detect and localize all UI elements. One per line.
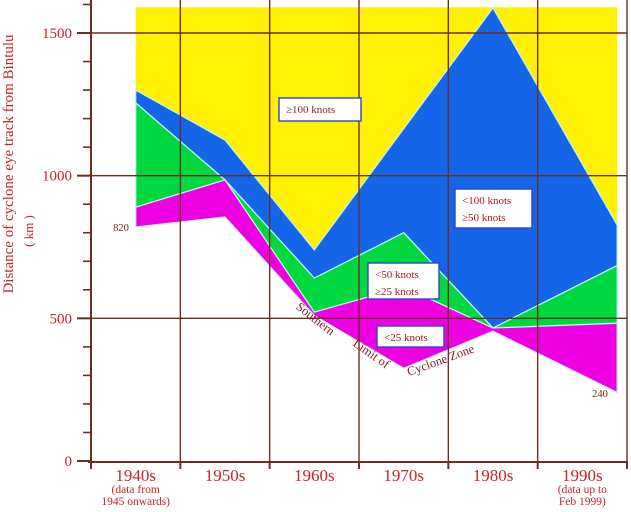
y-axis-title: Distance of cyclone eye track from Bintu… <box>1 34 17 294</box>
gridlines <box>90 0 628 462</box>
legend-box-ge50-lt100 <box>454 188 533 229</box>
legend-label-ge50-lt100: ≥50 knots <box>462 212 506 224</box>
y-axis-unit-label: ( km ) <box>21 215 36 247</box>
x-footnote-line: Feb 1999) <box>559 496 606 508</box>
y-tick-label: 1500 <box>42 26 72 42</box>
band-legend-boxes: ≥100 knots <100 knots ≥50 knots <50 knots ≥2… <box>278 97 533 348</box>
x-category-label: 1970s <box>383 466 424 485</box>
plot-bands <box>135 7 618 394</box>
legend-label-ge25-lt50: <50 knots <box>375 269 419 281</box>
x-category-label: 1980s <box>473 466 514 485</box>
band-area-lt25 <box>135 179 618 394</box>
x-category-label: 1990s <box>562 466 603 485</box>
legend-box-ge25-lt50 <box>367 262 440 300</box>
legend-label-ge50-lt100: <100 knots <box>462 195 511 207</box>
tick-labels: 0 500 1000 1500 1940s 1950s 1960s 1970s 1980s 199… <box>42 26 607 508</box>
x-category-label: 1960s <box>294 466 335 485</box>
x-category-label: 1940s <box>115 466 156 485</box>
point-value-label: 240 <box>592 389 608 400</box>
legend-label-lt25: <25 knots <box>384 332 428 344</box>
x-footnote-line: (data up to <box>558 484 607 496</box>
legend-label-ge25-lt50: ≥25 knots <box>375 286 419 298</box>
x-footnote-line: (data from <box>112 484 160 496</box>
y-tick-label: 0 <box>65 454 73 470</box>
y-tick-label: 500 <box>50 311 73 327</box>
y-tick-label: 1000 <box>42 169 72 185</box>
x-category-label: 1950s <box>205 466 246 485</box>
x-footnote-line: 1945 onwards) <box>101 496 170 508</box>
axes <box>77 0 628 469</box>
legend-label-ge100: ≥100 knots <box>286 104 335 116</box>
legend-box-ge100 <box>278 97 362 122</box>
point-value-label: 820 <box>113 223 129 234</box>
legend-box-lt25 <box>376 325 445 348</box>
